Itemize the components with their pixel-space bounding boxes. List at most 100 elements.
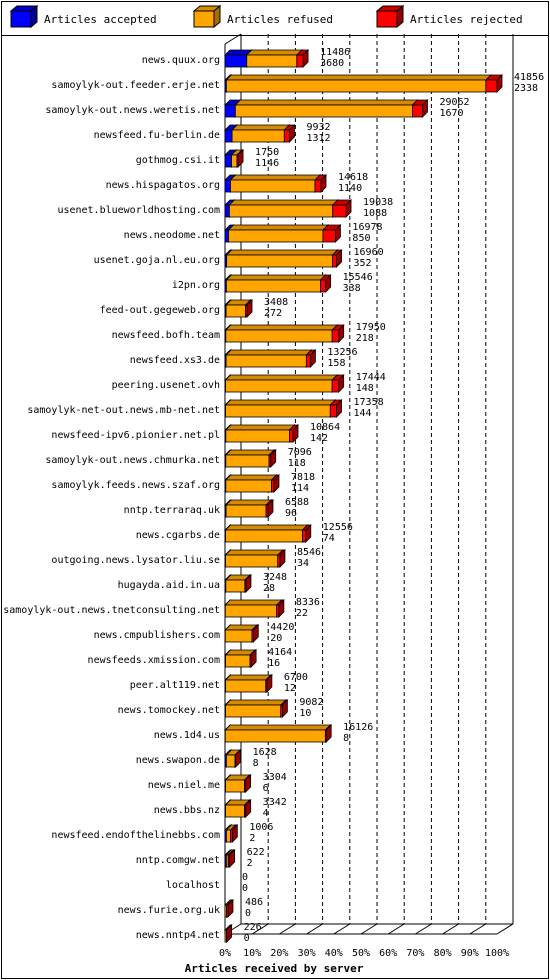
value-label-offered: 15546 [343, 272, 373, 283]
value-label-accepted: 0 [242, 883, 248, 894]
category-label: peer.alt119.net [130, 680, 220, 691]
x-axis-label: Articles received by server [185, 962, 364, 975]
value-label-accepted: 8 [343, 733, 349, 744]
legend-item-accepted: Articles accepted [9, 4, 157, 29]
x-tick-label: 30% [298, 948, 316, 959]
bar-refused [224, 729, 326, 743]
bar-refused [225, 404, 331, 418]
bar-rejected [302, 529, 307, 543]
value-label-offered: 1750 [255, 147, 279, 158]
floor-line [279, 923, 296, 935]
value-label-accepted: 74 [323, 533, 335, 544]
category-label: samoylyk-out.feeder.erje.net [51, 80, 220, 91]
floor-line [469, 923, 487, 935]
value-label-accepted: 218 [356, 333, 374, 344]
bar-rejected [236, 154, 239, 168]
value-label-accepted: 158 [327, 358, 345, 369]
value-label-offered: 19038 [363, 197, 393, 208]
value-label-accepted: 6 [263, 783, 269, 794]
bar-refused [225, 504, 267, 518]
category-label: newsfeeds.xmission.com [88, 655, 220, 666]
bar-rejected [332, 204, 347, 218]
category-label: newsfeed.xs3.de [130, 355, 220, 366]
bar-refused-top [225, 249, 339, 256]
bar-refused [225, 429, 290, 443]
bar-rejected [244, 304, 248, 318]
category-label: news.cgarbs.de [136, 530, 220, 541]
value-label-accepted: 1088 [363, 208, 387, 219]
bar-refused [234, 104, 413, 118]
bar-refused [224, 604, 278, 618]
value-label-offered: 9932 [306, 122, 330, 133]
bar-refused [246, 54, 298, 68]
value-label-accepted: 1146 [255, 158, 279, 169]
legend-swatch-accepted-side [30, 4, 38, 29]
bar-refused [225, 479, 272, 493]
category-label: news.neodome.net [124, 230, 220, 241]
value-label-offered: 11486 [320, 47, 350, 58]
x-tick-label: 60% [379, 948, 397, 959]
legend-item-refused: Articles refused [192, 4, 333, 29]
bar-rejected [265, 504, 269, 518]
bar-rejected [226, 904, 229, 918]
value-label-accepted: 118 [288, 458, 306, 469]
category-label: news.quux.org [142, 55, 220, 66]
value-label-offered: 29062 [439, 97, 469, 108]
bar-refused-top [224, 674, 272, 681]
x-tick-label: 100% [485, 948, 509, 959]
bar-rejected [244, 579, 247, 593]
floor-line [360, 923, 378, 935]
value-label-offered: 17950 [356, 322, 386, 333]
value-label-offered: 12556 [323, 522, 353, 533]
value-label-offered: 16126 [343, 722, 373, 733]
category-label: news.furie.org.uk [118, 905, 220, 916]
floor-line [496, 923, 514, 935]
bar-rejected [244, 779, 247, 793]
bar-refused [225, 304, 246, 318]
bar-refused-top [225, 74, 492, 81]
bar-refused-top [224, 549, 284, 556]
value-label-accepted: 96 [285, 508, 297, 519]
bar-refused [228, 204, 334, 218]
bar-rejected [277, 554, 281, 568]
bar-refused [225, 454, 270, 468]
category-label: i2pn.org [172, 280, 220, 291]
floor-line [442, 923, 459, 935]
bar-rejected [332, 254, 337, 268]
legend-item-rejected: Articles rejected [375, 4, 523, 29]
value-label-offered: 1628 [253, 747, 277, 758]
bar-refused [225, 779, 245, 793]
value-label-accepted: 3680 [320, 58, 344, 69]
value-label-accepted: 8 [253, 758, 259, 769]
x-tick-label: 90% [461, 948, 479, 959]
value-label-accepted: 148 [356, 383, 374, 394]
bar-refused [226, 254, 333, 268]
bar-rejected [276, 604, 280, 618]
bar-refused-top [224, 374, 339, 381]
category-label: samoylyk.feeds.news.szaf.org [51, 480, 220, 491]
bar-rejected [244, 804, 247, 818]
x-tick-label: 20% [270, 948, 288, 959]
category-label: nntp.comgw.net [136, 855, 220, 866]
x-tick-labels: 0% 10% 20% 30% 40% 50% 60% 70% 80% 90% 100% [219, 948, 509, 959]
category-label: samoylyk-out.news.tnetconsulting.net [3, 605, 220, 616]
category-label: outgoing.news.lysator.liu.se [51, 555, 220, 566]
value-label-offered: 4420 [270, 622, 294, 633]
bar-refused-top [224, 399, 337, 406]
bar-accepted [224, 104, 236, 118]
value-label-accepted: 12 [284, 683, 296, 694]
bar-rejected [234, 754, 237, 768]
value-label-offered: 3408 [264, 297, 288, 308]
floor-line [415, 923, 432, 935]
bar-accepted [224, 129, 233, 143]
value-label-offered: 4164 [268, 647, 292, 658]
legend: Articles accepted Articles refused Artic… [9, 4, 523, 29]
bar-rejected [314, 179, 322, 193]
bar-refused [225, 554, 279, 568]
axis-corner [224, 33, 242, 45]
value-label-offered: 1006 [249, 822, 273, 833]
bar-accepted [224, 229, 229, 243]
bar-refused [228, 229, 324, 243]
bar-refused-top [224, 524, 309, 531]
